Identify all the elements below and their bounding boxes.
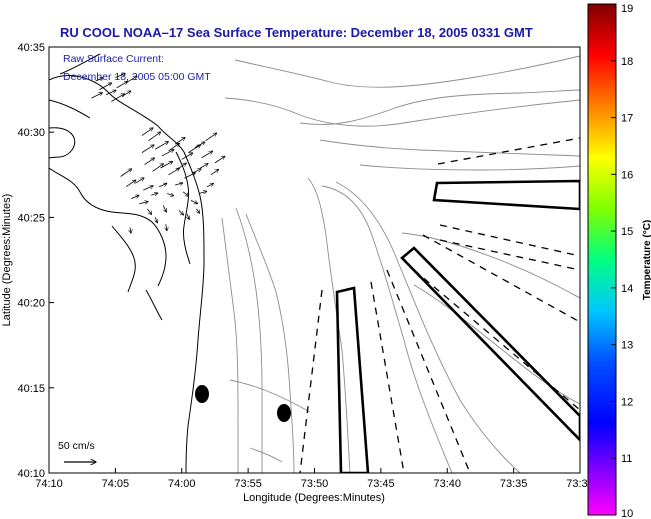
current-vector — [105, 90, 116, 96]
current-vector — [120, 169, 132, 177]
current-vector — [167, 194, 174, 196]
colorbar-tick-label: 10 — [621, 508, 633, 519]
x-axis-label: Longitude (Degrees:Minutes) — [243, 492, 385, 504]
current-vector — [130, 227, 131, 234]
shipping-lanes — [299, 137, 580, 473]
current-vector — [144, 158, 155, 165]
current-vector — [166, 224, 167, 231]
current-vector — [135, 178, 144, 184]
current-vector — [190, 200, 198, 203]
colorbar-tick-label: 18 — [621, 56, 633, 68]
colorbar-tick-label: 16 — [621, 169, 633, 181]
current-vector — [131, 195, 139, 200]
current-vector — [99, 83, 111, 90]
current-vector — [192, 169, 201, 174]
colorbar-tick-label: 15 — [621, 226, 633, 238]
colorbar-ticks: 10 11 12 13 14 15 16 17 18 19 — [611, 3, 633, 519]
current-vector — [174, 138, 185, 145]
x-tick-label: 74:00 — [168, 478, 196, 490]
coastline — [49, 53, 205, 473]
current-vector — [160, 161, 173, 169]
current-vector — [121, 91, 131, 97]
colorbar-tick-label: 11 — [621, 453, 632, 465]
chart-title: RU COOL NOAA–17 Sea Surface Temperature:… — [60, 25, 533, 40]
current-vector — [205, 133, 217, 142]
current-vector — [175, 183, 183, 185]
current-vector — [125, 180, 136, 188]
y-tick-label: 40:15 — [17, 383, 45, 395]
y-tick-label: 40:20 — [17, 298, 45, 310]
annotation-line-1: Raw Surface Current: — [63, 53, 164, 65]
annotation-line-2: December 18, 2005 05:00 GMT — [63, 71, 211, 83]
current-vector — [151, 193, 158, 195]
x-tick-label: 73:55 — [234, 478, 262, 490]
current-vector — [146, 208, 151, 215]
current-vector — [162, 205, 166, 212]
y-tick-label: 40:30 — [17, 127, 45, 139]
current-vector — [125, 76, 137, 84]
current-vector — [176, 163, 186, 171]
colorbar-tick-label: 12 — [621, 396, 633, 408]
map-panel — [49, 53, 580, 473]
y-tick-label: 40:10 — [17, 468, 45, 480]
scale-label: 50 cm/s — [58, 440, 95, 452]
x-tick-label: 73:40 — [433, 478, 461, 490]
current-vector — [194, 142, 205, 148]
current-vector — [152, 164, 164, 172]
current-vector — [201, 151, 213, 159]
island-marker-1 — [195, 385, 209, 403]
current-vector — [159, 183, 167, 188]
y-tick-label: 40:35 — [17, 42, 45, 54]
y-axis-label: Latitude (Degrees:Minutes) — [1, 194, 13, 327]
current-vector — [143, 186, 153, 191]
x-tick-label: 73:30 — [566, 478, 594, 490]
x-tick-label: 73:45 — [367, 478, 395, 490]
current-vector — [214, 156, 225, 164]
x-axis-ticks: 74:10 74:05 74:00 73:55 73:50 73:45 73:40 73:35… — [35, 468, 594, 490]
y-tick-label: 40:25 — [17, 212, 45, 224]
current-vector — [181, 153, 193, 160]
current-vector — [187, 213, 189, 220]
current-vector — [141, 145, 154, 153]
x-tick-label: 73:35 — [500, 478, 528, 490]
current-vector — [154, 142, 168, 150]
current-vector — [188, 145, 200, 153]
current-vector — [91, 93, 102, 99]
current-vector — [139, 202, 148, 204]
current-vector — [95, 78, 103, 82]
current-vector — [148, 132, 161, 142]
bathymetry-contours — [221, 55, 580, 473]
sea-zone-outlines — [335, 179, 580, 473]
x-tick-label: 74:05 — [102, 478, 130, 490]
colorbar-tick-label: 13 — [621, 340, 633, 352]
colorbar — [587, 3, 617, 516]
current-vector — [161, 149, 174, 157]
current-vector — [196, 208, 199, 213]
current-vector — [200, 164, 208, 169]
colorbar-tick-label: 17 — [621, 113, 633, 125]
current-vector — [182, 191, 189, 196]
x-tick-label: 74:10 — [35, 478, 63, 490]
surface-current-vectors — [91, 73, 224, 233]
x-tick-label: 73:50 — [301, 478, 329, 490]
y-axis-ticks: 40:10 40:15 40:20 40:25 40:30 40:35 — [17, 42, 54, 480]
current-vector — [178, 210, 183, 215]
current-vector — [184, 173, 195, 179]
current-vector — [168, 143, 179, 152]
colorbar-tick-label: 14 — [621, 283, 633, 295]
current-vector — [115, 73, 125, 79]
current-vector — [206, 183, 214, 188]
colorbar-label: Temperature (°C) — [642, 220, 651, 301]
current-vector — [198, 191, 207, 193]
current-vector — [111, 94, 124, 102]
current-vector — [155, 217, 157, 223]
current-vector — [141, 128, 153, 136]
colorbar-tick-label: 19 — [621, 3, 633, 15]
island-marker-2 — [277, 404, 291, 422]
current-vector — [210, 169, 219, 176]
